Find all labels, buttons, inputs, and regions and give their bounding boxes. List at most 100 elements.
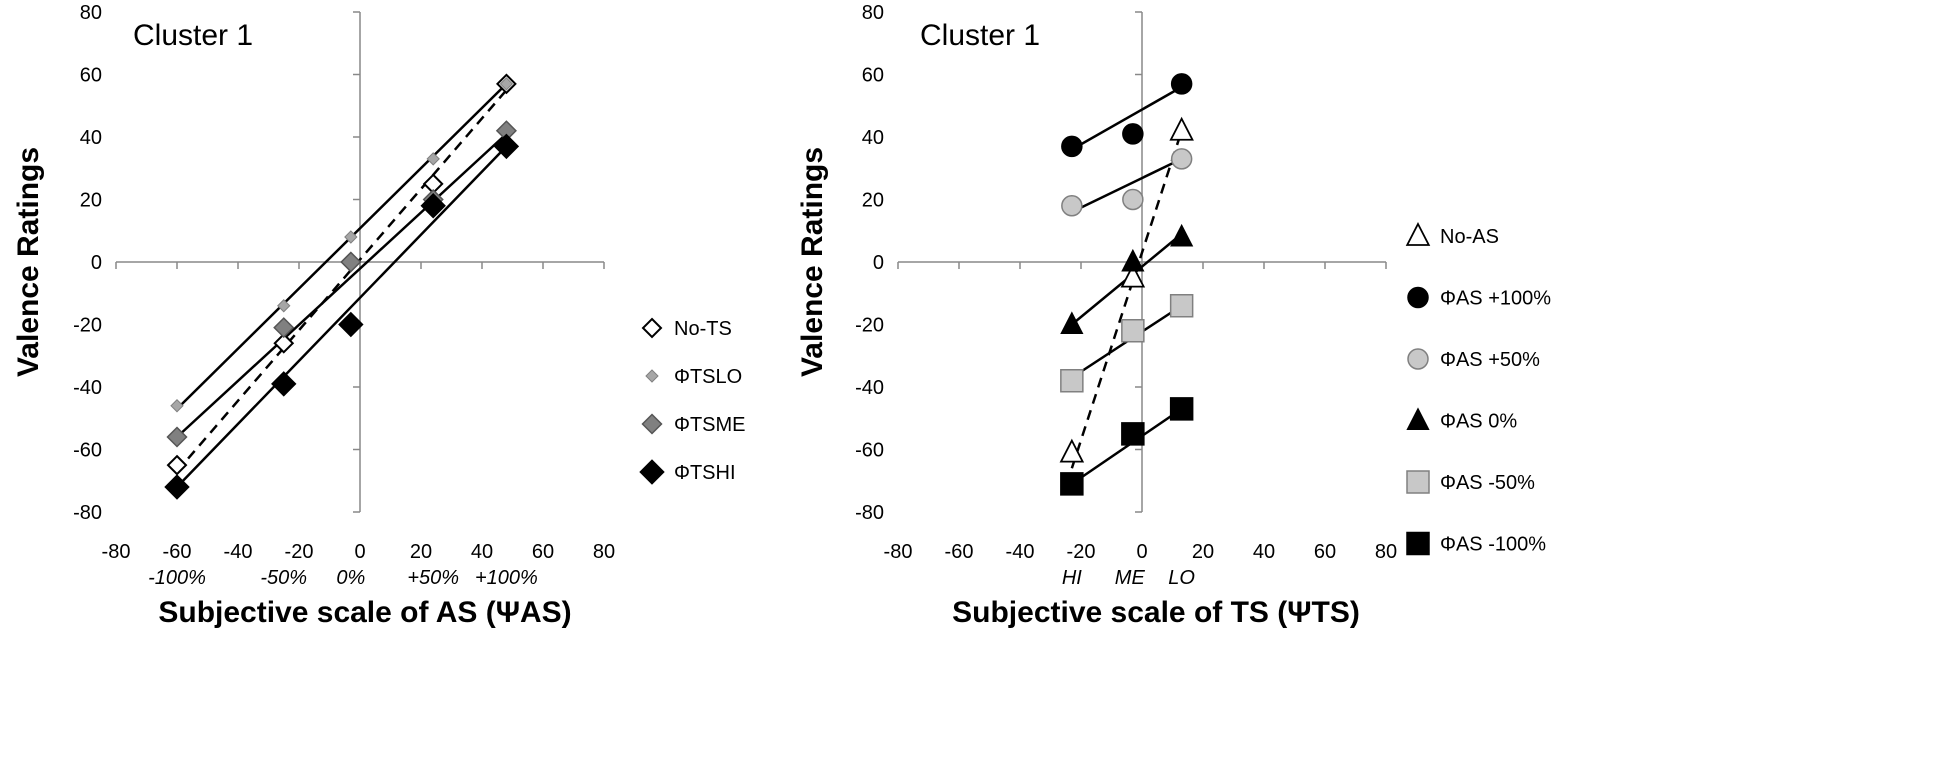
data-point-tshi (164, 474, 190, 500)
data-point-as-0pct (1170, 223, 1194, 247)
y-tick-label: 20 (80, 190, 102, 212)
x-tick-label: 60 (532, 541, 554, 563)
x-tick-label: 40 (1253, 541, 1275, 563)
data-point-as-plus50pct (1061, 195, 1083, 217)
x-tick-label: 80 (1375, 541, 1397, 563)
legend-label-tsme: ΦTSME (674, 414, 746, 436)
x-tick-label: -20 (1067, 541, 1096, 563)
x-tick-label: -40 (1006, 541, 1035, 563)
legend-marker-as-plus50pct (1407, 348, 1429, 370)
data-point-as-50pct (1169, 294, 1194, 318)
data-point-as-plus100pct (1122, 123, 1144, 145)
x-tick-label: 20 (1192, 541, 1214, 563)
data-point-tslo (277, 299, 291, 313)
data-point-tslo (499, 77, 514, 91)
legend-marker-as-50pct (1406, 470, 1430, 494)
data-point-tshi (420, 193, 446, 219)
x-tick-label: -20 (285, 541, 314, 563)
x-axis-title: Subjective scale of AS (ΨAS) (158, 596, 571, 629)
category-label: +50% (407, 567, 459, 589)
data-point-tsme (166, 426, 188, 448)
category-label: LO (1168, 567, 1195, 589)
category-label: -50% (260, 567, 307, 589)
data-point-as-100pct (1169, 397, 1194, 421)
y-tick-label: -40 (73, 377, 102, 399)
trend-line-no-as (1070, 130, 1183, 469)
y-tick-label: -40 (855, 377, 884, 399)
x-tick-label: -80 (884, 541, 913, 563)
legend-label-as-plus100pct: ΦAS +100% (1440, 288, 1551, 310)
x-tick-label: -60 (945, 541, 974, 563)
data-point-tslo (426, 152, 440, 166)
legend-marker-as-0pct (1406, 407, 1430, 430)
y-axis-title: Valence Ratings (12, 147, 45, 377)
legend-label-no-as: No-AS (1440, 226, 1499, 248)
data-point-as-50pct (1060, 369, 1084, 393)
chart-title: Cluster 1 (133, 19, 253, 52)
data-point-tslo (170, 399, 184, 413)
trend-line-tslo (176, 82, 508, 410)
data-point-no-as (1120, 263, 1146, 288)
x-tick-label: 20 (410, 541, 432, 563)
right-panel-ts-chart: -80 -60 -40 -20 0 20 40 60 80 -80 -60 -40 -20 0 20 40 60… (796, 2, 1551, 629)
legend-marker-no-ts (641, 317, 663, 339)
x-tick-label: 80 (593, 541, 615, 563)
x-axis-title: Subjective scale of TS (ΨTS) (952, 596, 1360, 629)
data-point-as-0pct (1060, 311, 1084, 334)
y-tick-label: 60 (862, 65, 884, 87)
category-label: -100% (148, 567, 206, 589)
legend-marker-tshi (639, 459, 665, 485)
legend-label-as-0pct: ΦAS 0% (1440, 411, 1517, 433)
data-point-tshi (271, 371, 297, 397)
data-point-as-100pct (1060, 472, 1084, 496)
trend-line-no-ts (176, 89, 508, 473)
y-tick-label: -60 (855, 440, 884, 462)
legend-marker-no-as (1405, 222, 1431, 246)
data-point-no-as (1059, 438, 1085, 463)
trend-line-as-plus50pct (1071, 157, 1183, 214)
x-tick-label: -80 (102, 541, 131, 563)
category-label: HI (1062, 567, 1082, 589)
y-tick-label: 0 (873, 252, 884, 274)
chart-title: Cluster 1 (920, 19, 1040, 52)
data-point-as-plus100pct (1170, 73, 1193, 95)
legend-label-as-50pct: ΦAS -50% (1440, 472, 1535, 494)
trend-line-tshi (176, 145, 508, 488)
x-tick-label: -60 (163, 541, 192, 563)
y-tick-label: 0 (91, 252, 102, 274)
data-point-no-ts (273, 332, 295, 354)
data-point-as-plus100pct (1061, 135, 1083, 158)
y-tick-label: 60 (80, 65, 102, 87)
y-axis-title: Valence Ratings (796, 147, 829, 377)
y-tick-label: 80 (80, 2, 102, 24)
legend-marker-tslo (645, 369, 659, 383)
category-label: ME (1115, 567, 1146, 589)
data-point-as-100pct (1121, 422, 1145, 446)
y-tick-label: -20 (73, 315, 102, 337)
legend-label-tshi: ΦTSHI (674, 462, 736, 484)
data-point-as-plus50pct (1122, 188, 1144, 211)
legend-label-tslo: ΦTSLO (674, 366, 742, 388)
legend-label-as-plus50pct: ΦAS +50% (1440, 349, 1540, 371)
y-tick-label: -60 (73, 440, 102, 462)
left-panel-as-chart: -80 -60 -40 -20 0 20 40 60 80 -80 -60 -40 -20 0 20 40 60… (12, 2, 746, 629)
y-tick-label: 80 (862, 2, 884, 24)
x-tick-label: -40 (224, 541, 253, 563)
data-point-tshi (493, 133, 520, 160)
legend-marker-tsme (641, 413, 663, 435)
data-point-tsme (273, 317, 295, 339)
data-point-tsme (340, 251, 362, 273)
x-tick-label: 0 (1136, 541, 1147, 563)
x-tick-label: 0 (354, 541, 365, 563)
y-tick-label: 40 (80, 127, 102, 149)
data-point-as-50pct (1121, 319, 1145, 343)
x-tick-label: 40 (471, 541, 493, 563)
data-point-as-plus50pct (1170, 148, 1193, 170)
category-label: +100% (475, 567, 538, 589)
legend-label-as-100pct: ΦAS -100% (1440, 534, 1546, 556)
y-tick-label: -20 (855, 315, 884, 337)
legend-marker-as-100pct (1406, 531, 1430, 556)
data-point-as-0pct (1121, 248, 1145, 272)
legend-label-no-ts: No-TS (674, 318, 732, 340)
